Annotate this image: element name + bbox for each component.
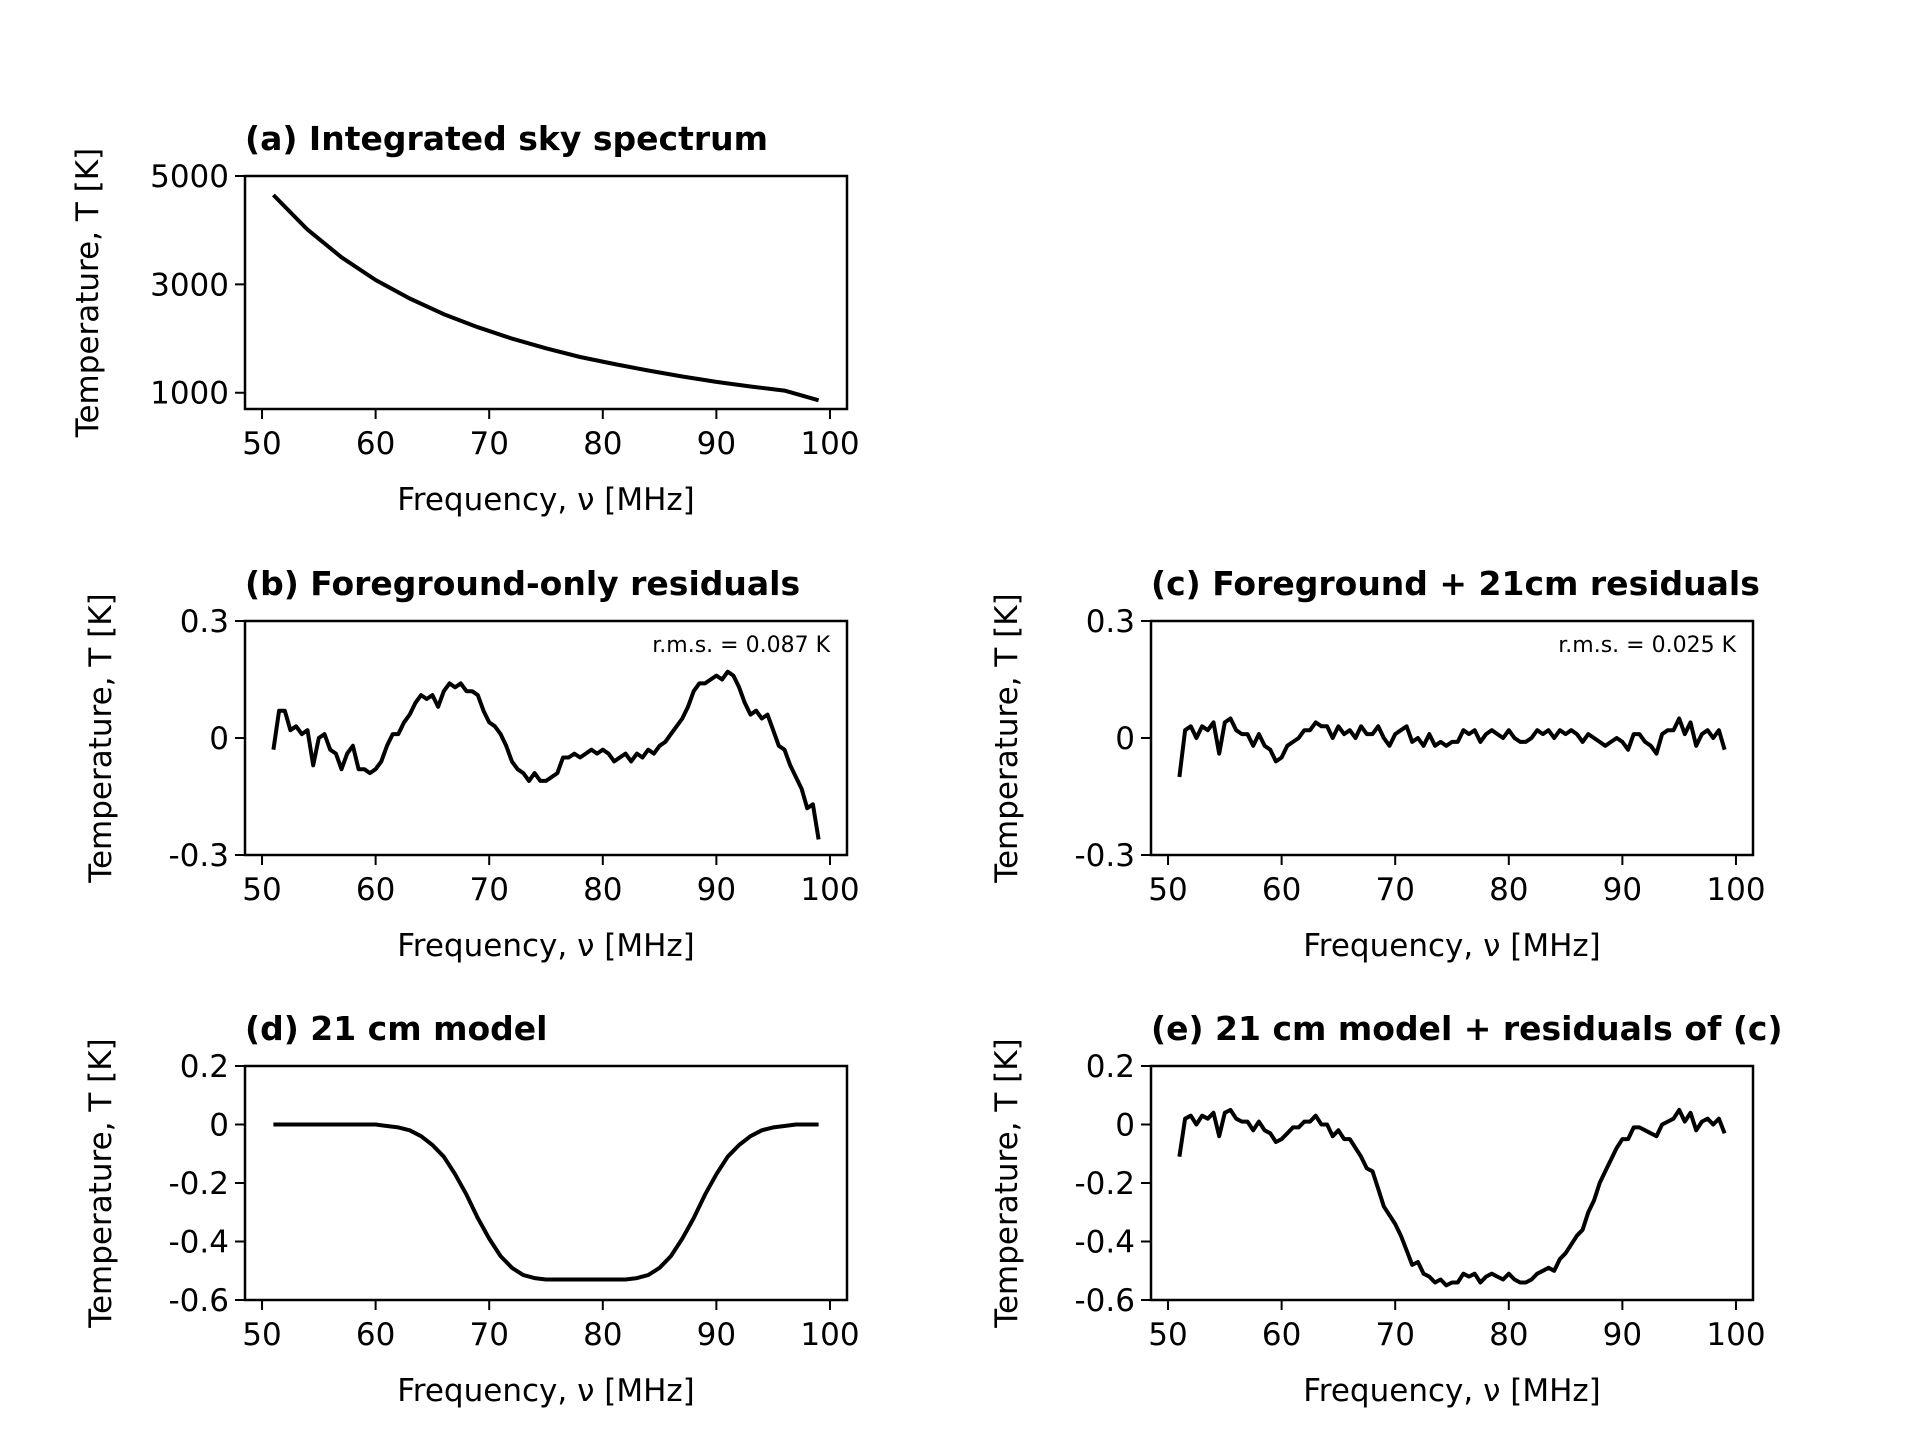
y-axis-label: Temperature, T [K]: [83, 1038, 119, 1328]
y-tick-label: 0: [209, 1108, 229, 1144]
chart-panel-a: (a) Integrated sky spectrum 50 60 70 80 90 100…: [70, 119, 860, 518]
chart-title: (e) 21 cm model + residuals of (c): [1151, 1009, 1783, 1048]
y-tick-label: -0.2: [1075, 1166, 1136, 1202]
x-tick-label: 80: [583, 1317, 622, 1353]
y-tick-label: -0.6: [169, 1283, 230, 1319]
y-tick-label: -0.4: [1075, 1225, 1136, 1261]
x-tick-label: 100: [1706, 1317, 1765, 1353]
y-tick-label: 1000: [150, 376, 229, 412]
y-axis-label: Temperature, T [K]: [83, 593, 119, 883]
plot-frame: [243, 174, 849, 411]
x-tick-label: 90: [697, 1317, 736, 1353]
rms-annotation: r.m.s. = 0.087 K: [652, 633, 830, 658]
x-tick-label: 50: [1148, 872, 1187, 908]
rms-annotation: r.m.s. = 0.025 K: [1558, 633, 1736, 658]
y-tick-label: -0.2: [169, 1166, 230, 1202]
series-line: [271, 669, 821, 840]
x-tick-label: 50: [242, 872, 281, 908]
chart-title: (d) 21 cm model: [245, 1009, 548, 1048]
chart-panel-d: (d) 21 cm model 50 60 70 80 90 100 0.2 0 -0.2 -0.4…: [83, 1009, 860, 1409]
x-tick-label: 70: [1375, 872, 1414, 908]
x-axis-label: Frequency, ν [MHz]: [1303, 1373, 1601, 1409]
x-tick-label: 90: [697, 872, 736, 908]
x-tick-label: 70: [469, 426, 508, 462]
x-tick-label: 60: [356, 872, 395, 908]
chart-panel-c: (c) Foreground + 21cm residuals 50 60 70 80 9…: [989, 564, 1766, 964]
chart-title: (a) Integrated sky spectrum: [245, 119, 768, 158]
chart-panel-b: (b) Foreground-only residuals 50 60 70 80 90 1…: [83, 564, 860, 964]
y-axis-label: Temperature, T [K]: [989, 1038, 1025, 1328]
x-tick-label: 80: [583, 872, 622, 908]
plot-frame: [1149, 1064, 1755, 1302]
y-tick-label: 0: [209, 721, 229, 757]
x-tick-label: 90: [1603, 872, 1642, 908]
y-tick-label: 0.2: [180, 1049, 229, 1085]
y-tick-label: 0: [1115, 1108, 1135, 1144]
y-tick-label: 5000: [150, 159, 229, 195]
plot-frame: [243, 1064, 849, 1302]
x-tick-label: 100: [800, 426, 859, 462]
x-tick-label: 80: [1489, 1317, 1528, 1353]
chart-title: (c) Foreground + 21cm residuals: [1151, 564, 1760, 603]
x-tick-label: 60: [356, 426, 395, 462]
x-tick-label: 80: [1489, 872, 1528, 908]
x-tick-label: 100: [800, 1317, 859, 1353]
x-axis-label: Frequency, ν [MHz]: [397, 928, 695, 964]
x-tick-label: 90: [697, 426, 736, 462]
x-tick-label: 50: [1148, 1317, 1187, 1353]
x-axis-label: Frequency, ν [MHz]: [397, 482, 695, 518]
y-axis-label: Temperature, T [K]: [70, 148, 106, 438]
x-tick-label: 100: [800, 872, 859, 908]
x-axis-label: Frequency, ν [MHz]: [397, 1373, 695, 1409]
y-tick-label: 0.2: [1086, 1049, 1135, 1085]
y-tick-label: -0.3: [1075, 838, 1136, 874]
x-tick-label: 70: [469, 1317, 508, 1353]
x-tick-label: 70: [1375, 1317, 1414, 1353]
y-tick-label: -0.4: [169, 1225, 230, 1261]
y-tick-label: -0.6: [1075, 1283, 1136, 1319]
x-axis-label: Frequency, ν [MHz]: [1303, 928, 1601, 964]
x-tick-label: 60: [1262, 1317, 1301, 1353]
y-tick-label: -0.3: [169, 838, 230, 874]
y-tick-label: 3000: [150, 267, 229, 303]
x-tick-label: 100: [1706, 872, 1765, 908]
x-tick-label: 80: [583, 426, 622, 462]
series-line: [1177, 716, 1727, 778]
x-tick-label: 60: [1262, 872, 1301, 908]
x-tick-label: 50: [242, 426, 281, 462]
y-axis-label: Temperature, T [K]: [989, 593, 1025, 883]
chart-panel-e: (e) 21 cm model + residuals of (c) 50 60 70…: [989, 1009, 1783, 1409]
y-tick-label: 0.3: [180, 604, 229, 640]
x-tick-label: 70: [469, 872, 508, 908]
chart-title: (b) Foreground-only residuals: [245, 564, 800, 603]
series-line: [273, 1122, 819, 1282]
x-tick-label: 60: [356, 1317, 395, 1353]
x-tick-label: 50: [242, 1317, 281, 1353]
series-line: [1177, 1107, 1727, 1288]
y-tick-label: 0.3: [1086, 604, 1135, 640]
x-tick-label: 90: [1603, 1317, 1642, 1353]
series-line: [271, 193, 820, 403]
y-tick-label: 0: [1115, 721, 1135, 757]
